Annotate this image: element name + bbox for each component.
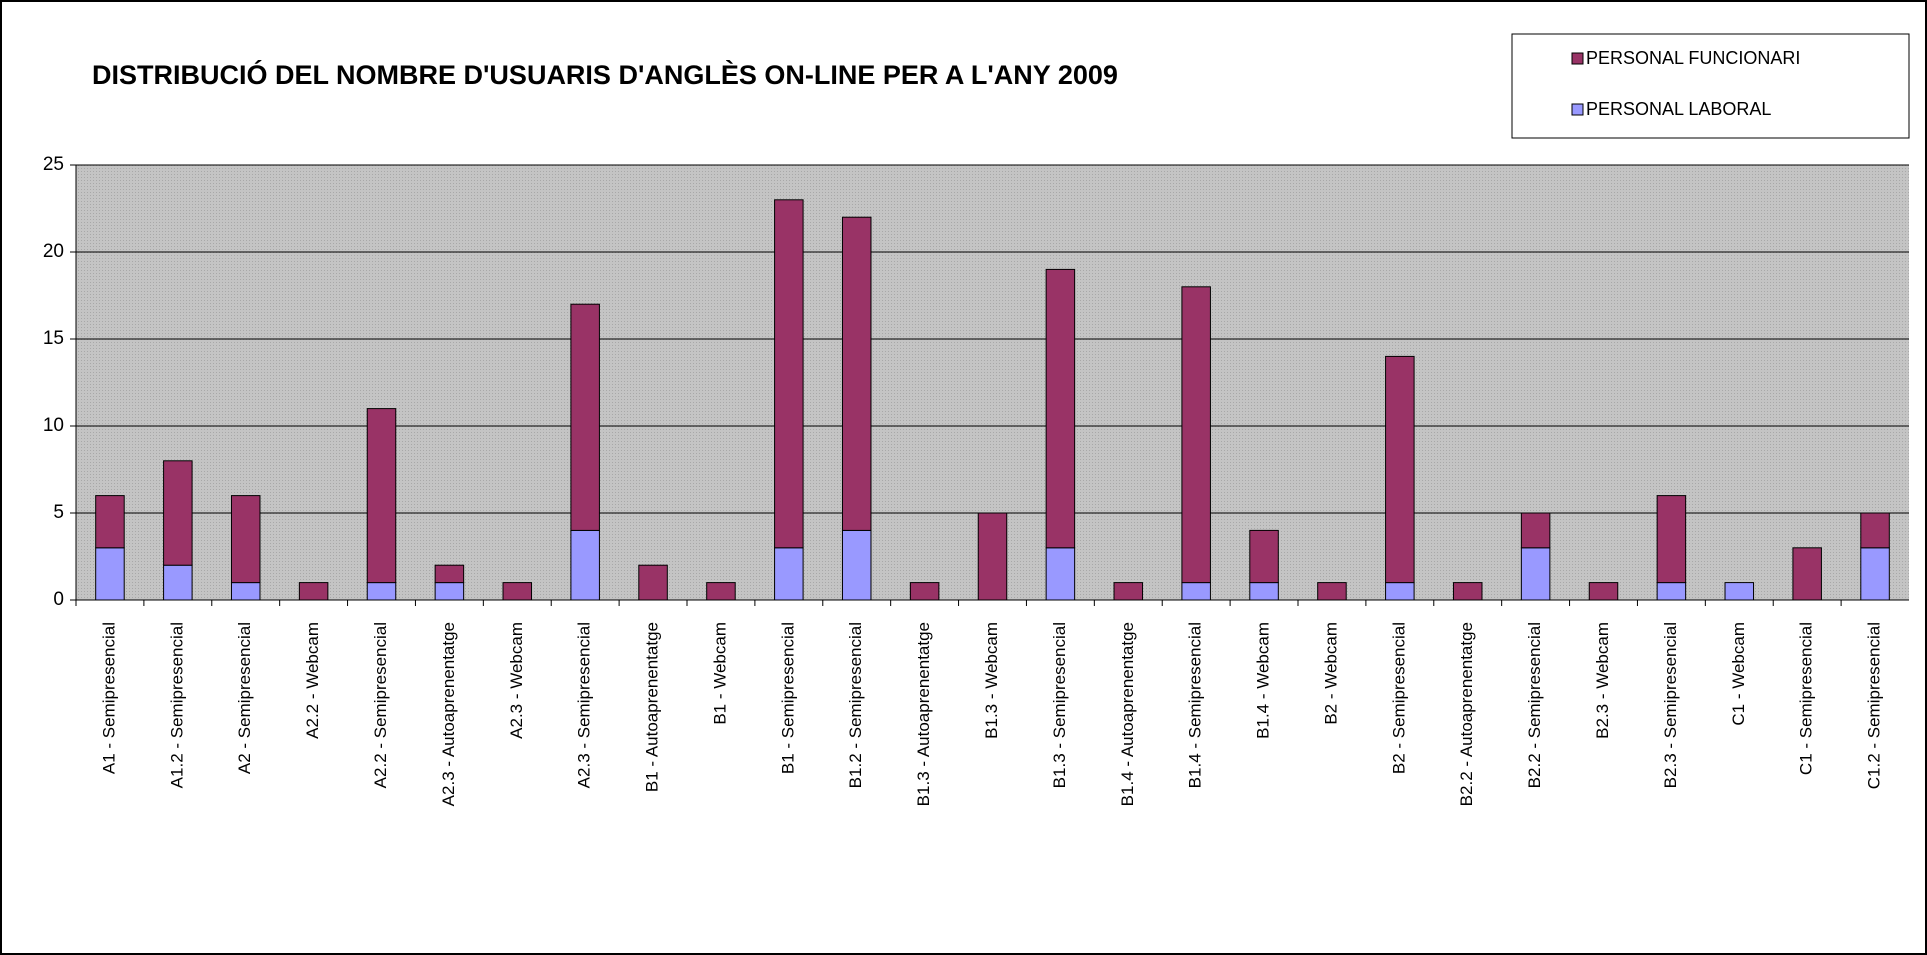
x-tick-label: B2.2 - Semipresencial (1525, 622, 1544, 788)
bar-segment (570, 303, 600, 531)
bar-segment (1249, 582, 1279, 601)
bar-segment (434, 582, 465, 601)
bar-segment (1385, 355, 1415, 584)
bar-segment (638, 564, 668, 601)
legend-swatch (1571, 52, 1584, 65)
x-tick-label: B1 - Webcam (710, 622, 729, 725)
x-tick-label: A2.3 - Semipresencial (575, 622, 594, 788)
y-tick-label: 0 (53, 589, 64, 610)
bar-segment (1181, 286, 1211, 584)
x-tick-label: B1 - Semipresencial (778, 622, 797, 774)
bar-segment (1520, 547, 1551, 601)
x-tick-label: A1.2 - Semipresencial (167, 622, 186, 788)
bar-segment (1792, 547, 1822, 601)
bar-segment (366, 582, 397, 601)
bar-segment (774, 199, 804, 549)
bar-segment (1656, 582, 1687, 601)
x-tick-label: A2.2 - Webcam (303, 622, 322, 739)
x-tick-label: B1 - Autoaprenentatge (643, 622, 662, 792)
bar-segment (1656, 495, 1687, 584)
bar-segment (366, 408, 397, 584)
x-tick-label: A2.3 - Autoaprenentatge (439, 622, 458, 806)
bar-segment (909, 582, 940, 601)
bar-segment (298, 582, 329, 601)
bar-segment (774, 547, 804, 601)
bar-segment (1045, 268, 1076, 549)
bar-segment (230, 582, 261, 601)
x-tick-label: A2 - Semipresencial (235, 622, 254, 774)
y-tick-label: 25 (43, 154, 64, 175)
bar-segment (1860, 512, 1890, 549)
bar-segment (1588, 582, 1619, 601)
bar-segment (1113, 582, 1144, 601)
x-tick-label: B1.4 - Semipresencial (1186, 622, 1205, 788)
y-tick-label: 20 (43, 241, 64, 262)
chart-title: DISTRIBUCIÓ DEL NOMBRE D'USUARIS D'ANGLÈ… (92, 59, 1118, 90)
x-tick-label: A2.3 - Webcam (507, 622, 526, 739)
bar-segment (163, 460, 193, 566)
bar-segment (570, 529, 600, 601)
y-tick-label: 5 (53, 502, 64, 523)
bar-segment (502, 582, 533, 601)
x-tick-label: B1.2 - Semipresencial (846, 622, 865, 788)
x-tick-label: B2 - Webcam (1321, 622, 1340, 725)
bar-segment (230, 495, 261, 584)
bar-segment (95, 547, 125, 601)
bar-segment (95, 495, 125, 549)
x-tick-label: B2.3 - Webcam (1593, 622, 1612, 739)
bar-segment (1249, 529, 1279, 584)
x-tick-label: C1.2 - Semipresencial (1865, 622, 1884, 789)
bar-segment (1181, 582, 1211, 601)
legend-box (1511, 33, 1910, 139)
legend-label: PERSONAL FUNCIONARI (1586, 48, 1800, 68)
x-tick-label: A1 - Semipresencial (99, 622, 118, 774)
x-tick-label: B2.2 - Autoaprenentatge (1457, 622, 1476, 806)
bar-segment (1452, 582, 1483, 601)
bar-segment (1724, 582, 1755, 601)
bar-segment (1045, 547, 1076, 601)
x-tick-label: B1.4 - Autoaprenentatge (1118, 622, 1137, 806)
x-tick-label: B2.3 - Semipresencial (1661, 622, 1680, 788)
x-tick-label: B1.3 - Autoaprenentatge (914, 622, 933, 806)
x-tick-label: B2 - Semipresencial (1389, 622, 1408, 774)
bar-segment (434, 564, 465, 584)
legend-label: PERSONAL LABORAL (1586, 99, 1771, 119)
bar-segment (1317, 582, 1347, 601)
bar-segment (1520, 512, 1551, 549)
y-tick-label: 10 (43, 415, 64, 436)
y-tick-label: 15 (43, 328, 64, 349)
x-tick-label: B1.3 - Webcam (982, 622, 1001, 739)
x-tick-label: C1 - Semipresencial (1797, 622, 1816, 775)
x-tick-label: A2.2 - Semipresencial (371, 622, 390, 788)
x-tick-label: B1.3 - Semipresencial (1050, 622, 1069, 788)
legend-swatch (1571, 103, 1584, 116)
bar-segment (841, 216, 872, 531)
bar-segment (841, 529, 872, 601)
bar-segment (1385, 582, 1415, 601)
bar-segment (706, 582, 736, 601)
bar-segment (977, 512, 1008, 601)
bar-segment (163, 564, 193, 601)
bar-segment (1860, 547, 1890, 601)
x-tick-label: B1.4 - Webcam (1254, 622, 1273, 739)
x-tick-label: C1 - Webcam (1729, 622, 1748, 726)
